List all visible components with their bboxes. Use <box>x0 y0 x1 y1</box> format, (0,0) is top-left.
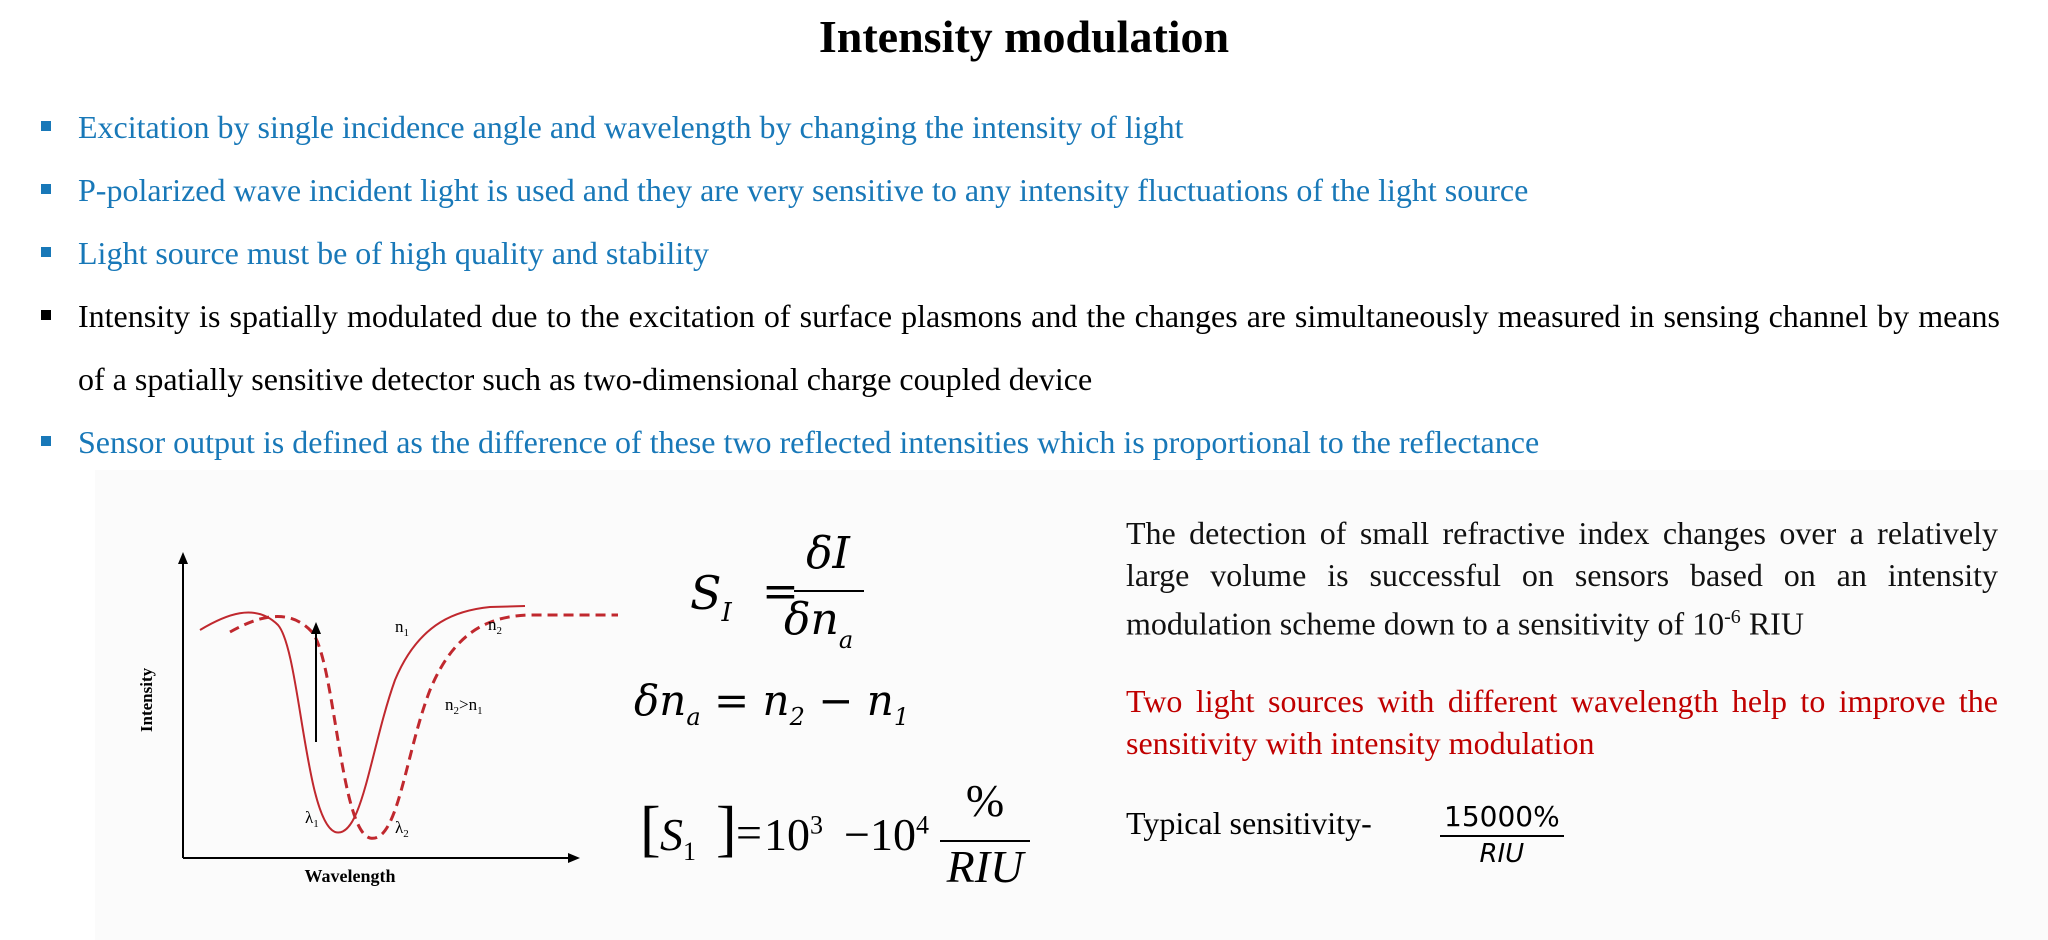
bullet-item: P-polarized wave incident light is used … <box>40 159 2000 222</box>
eq1-denominator: δn <box>784 594 839 645</box>
eq2-sub-1: 1 <box>893 703 910 731</box>
detection-exponent: -6 <box>1724 606 1741 628</box>
eq3-ten: 10 <box>764 809 810 860</box>
bullet-square-icon <box>41 247 51 257</box>
shift-arrow-head-icon <box>311 622 321 634</box>
diagram-background <box>95 470 2048 940</box>
equation-typical-range: [ S1 ] = 103 −104 % RIU <box>640 775 1040 900</box>
eq3-right-bracket: ] <box>716 795 737 863</box>
resonance-plot: Intensity Wavelength n1 n2 n2>n1 λ1 λ2 <box>137 552 618 886</box>
eq1-numerator: δI <box>806 528 850 579</box>
eq2-sub-a: a <box>686 703 701 731</box>
bullet-item: Sensor output is defined as the differen… <box>40 411 2000 474</box>
bullet-item: Excitation by single incidence angle and… <box>40 96 2000 159</box>
label-lambda1: λ1 <box>305 808 319 830</box>
slide-title: Intensity modulation <box>818 11 1230 62</box>
bullet-square-icon <box>41 184 51 194</box>
curve-n1 <box>199 605 526 834</box>
label-n2-greater-n1: n2>n1 <box>445 695 483 717</box>
y-axis-label: Intensity <box>137 667 156 732</box>
typical-sensitivity-numerator: 15000% <box>1444 800 1560 833</box>
eq2-n1: − n <box>804 676 894 725</box>
typical-sensitivity-label: Typical sensitivity- <box>1126 805 1372 841</box>
bullet-square-icon <box>41 310 51 320</box>
bullet-list: Excitation by single incidence angle and… <box>40 96 2000 474</box>
x-axis-arrow-icon <box>568 853 580 863</box>
curve-n2 <box>229 613 618 840</box>
eq3-ten-four: −10 <box>844 809 916 860</box>
eq1-equals: = <box>762 566 799 617</box>
eq1-fraction-bar <box>794 590 864 592</box>
y-axis-arrow-icon <box>178 552 188 564</box>
label-n1: n1 <box>395 617 409 639</box>
label-lambda2: λ2 <box>395 818 409 840</box>
eq2-sub-2: 2 <box>789 703 805 731</box>
bullet-item: Intensity is spatially modulated due to … <box>40 285 2000 411</box>
eq3-equals: = <box>736 807 762 858</box>
eq3-lhs-sub: 1 <box>683 837 696 866</box>
eq2-delta-n: δn <box>634 676 687 725</box>
typical-sensitivity-fraction: 15000% RIU <box>1440 800 1564 869</box>
detection-unit: RIU <box>1740 605 1804 642</box>
bullet-text: Intensity is spatially modulated due to … <box>78 298 2000 397</box>
eq1-lhs-sub: I <box>721 598 732 628</box>
eq3-left-bracket: [ <box>640 795 661 863</box>
eq3-fraction-bar <box>940 840 1030 842</box>
typical-sensitivity-denominator: RIU <box>1479 839 1525 869</box>
eq3-exp1: 3 <box>810 810 823 840</box>
bullet-text: Light source must be of high quality and… <box>78 235 710 271</box>
bullet-square-icon <box>41 121 51 131</box>
two-sources-paragraph: Two light sources with different wavelen… <box>1126 683 1998 761</box>
eq2-n2: = n <box>700 676 790 725</box>
eq1-lhs: S <box>690 566 722 620</box>
eq3-numerator: % <box>965 775 1005 826</box>
bullet-text: Sensor output is defined as the differen… <box>78 424 1540 460</box>
bullet-text: P-polarized wave incident light is used … <box>78 172 1529 208</box>
detection-text: The detection of small refractive index … <box>1126 515 1998 642</box>
bullet-text: Excitation by single incidence angle and… <box>78 109 1184 145</box>
eq3-lhs: S <box>660 809 683 860</box>
typical-sensitivity-bar <box>1440 835 1564 837</box>
bullet-square-icon <box>41 436 51 446</box>
detection-paragraph: The detection of small refractive index … <box>1126 512 1998 645</box>
eq3-denominator: RIU <box>946 841 1024 892</box>
x-axis-label: Wavelength <box>304 866 395 886</box>
equation-index-difference: δna = n2 − n1 <box>634 676 909 731</box>
bullet-item: Light source must be of high quality and… <box>40 222 2000 285</box>
eq1-den-sub: a <box>838 626 854 654</box>
eq3-exp2: 4 <box>915 810 929 840</box>
equation-sensitivity: SI = δI δna <box>690 528 864 660</box>
label-n2: n2 <box>488 615 502 637</box>
